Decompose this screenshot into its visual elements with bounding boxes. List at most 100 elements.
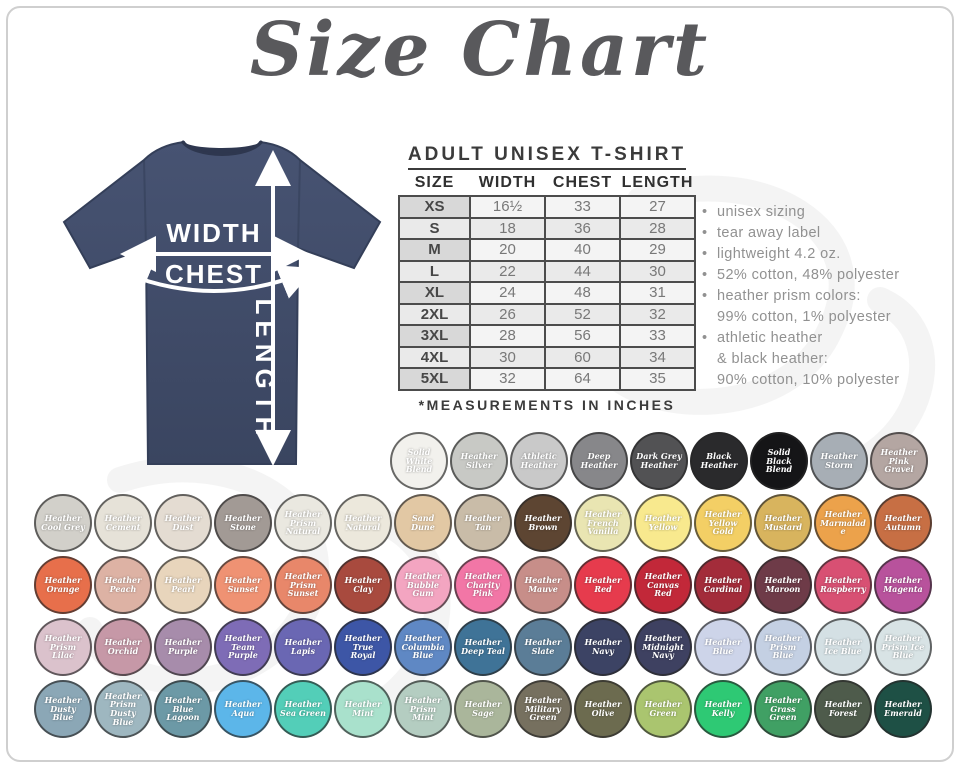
color-swatch-heather-true-royal: Heather True Royal [334,618,392,676]
size-row-5xl: 5XL 32 64 35 [397,367,696,391]
page-title: Size Chart [249,7,711,93]
bullet-item: • tear away label [702,223,944,244]
swatch-label: Solid Black Blend [765,447,793,475]
bullet-text: athletic heather [717,330,823,347]
swatch-label: Heather Prism Dusty Blue [104,690,142,727]
bullet-text: tear away label [717,225,821,242]
swatch-label: Deep Heather [580,451,618,470]
swatch-label: Black Heather [700,451,738,470]
color-swatch-heather-silver: Heather Silver [450,432,508,490]
swatch-label: Heather Olive [584,699,622,718]
measurement-cell: 33 [544,195,621,219]
swatch-label: Heather Storm [820,451,858,470]
swatch-label: Heather Bubble Gum [404,571,442,599]
swatch-label: Heather Prism Natural [284,509,322,537]
swatch-label: Heather Slate [524,637,562,656]
column-header-chest: CHEST [552,174,613,191]
tshirt-collar [184,142,260,154]
swatch-row-2: Heather Cool Grey Heather Cement Heather D… [34,494,934,552]
bullet-dot: • [702,267,708,284]
color-swatch-heather-prism-ice-blue: Heather Prism Ice Blue [874,618,932,676]
color-swatch-heather-aqua: Heather Aqua [214,680,272,738]
color-swatch-solid-black-blend: Solid Black Blend [750,432,808,490]
measurement-cell: 30 [469,345,547,369]
color-swatch-heather-mauve: Heather Mauve [514,556,572,614]
swatch-label: Heather Natural [344,513,382,532]
color-swatch-heather-charity-pink: Heather Charity Pink [454,556,512,614]
bullet-item: • 52% cotton, 48% polyester [702,265,944,286]
swatch-label: Heather Peach [104,575,142,594]
color-swatch-heather-prism-natural: Heather Prism Natural [274,494,332,552]
bullet-continuation: 90% cotton, 10% polyester [702,370,944,391]
color-swatch-heather-french-vanilla: Heather French Vanilla [574,494,632,552]
bullet-text: 90% cotton, 10% polyester [717,372,900,389]
size-cell: 5XL [397,367,472,391]
swatch-label: Heather Orchid [104,637,142,656]
color-swatch-heather-mustard: Heather Mustard [754,494,812,552]
color-swatch-heather-prism-mint: Heather Prism Mint [394,680,452,738]
swatch-row-1: Solid White Blend Heather Silver Athletic … [34,432,934,490]
color-swatch-heather-dusty-blue: Heather Dusty Blue [34,680,92,738]
bullet-item: • unisex sizing [702,202,944,223]
swatch-label: Heather Green [644,699,682,718]
color-swatch-heather-bubble-gum: Heather Bubble Gum [394,556,452,614]
measurement-cell: 33 [619,324,696,348]
length-label: LENGTH [250,299,280,442]
swatch-label: Heather Prism Lilac [44,633,82,661]
swatch-label: Heather Ice Blue [824,637,862,656]
size-cell: 3XL [397,324,472,348]
swatch-label: Heather Emerald [884,699,922,718]
size-row-4xl: 4XL 30 60 34 [397,345,696,369]
color-swatch-heather-maroon: Heather Maroon [754,556,812,614]
bullet-dot: • [702,330,708,347]
color-swatch-heather-mint: Heather Mint [334,680,392,738]
color-swatch-heather-prism-dusty-blue: Heather Prism Dusty Blue [94,680,152,738]
color-swatch-heather-cement: Heather Cement [94,494,152,552]
swatch-label: Heather Raspberry [820,575,866,594]
swatch-label: Heather Magenta [883,575,923,594]
swatch-label: Heather Charity Pink [464,571,502,599]
swatch-label: Heather Forest [824,699,862,718]
size-cell: S [397,216,472,240]
size-cell: 4XL [397,345,472,369]
size-cell: XL [397,281,472,305]
color-swatch-heather-storm: Heather Storm [810,432,868,490]
color-swatch-grid: Solid White Blend Heather Silver Athletic … [34,432,934,738]
swatch-label: Heather Lapis [284,637,322,656]
swatch-label: Heather Pink Gravel [880,447,918,475]
bullet-text: & black heather: [717,351,829,368]
color-swatch-heather-red: Heather Red [574,556,632,614]
color-swatch-black-heather: Black Heather [690,432,748,490]
swatch-label: Heather Team Purple [224,633,262,661]
swatch-label: Heather Cardinal [703,575,743,594]
product-details-list: • unisex sizing • tear away label • lightweig… [702,202,944,391]
swatch-row-5: Heather Dusty Blue Heather Prism Dusty Bl… [34,680,934,738]
measurement-cell: 28 [619,216,696,240]
color-swatch-heather-sea-green: Heather Sea Green [274,680,332,738]
swatch-label: Heather Autumn [884,513,922,532]
swatch-label: Heather Prism Mint [404,695,442,723]
color-swatch-heather-blue: Heather Blue [694,618,752,676]
measurement-cell: 36 [544,216,621,240]
measurement-cell: 40 [544,238,621,262]
color-swatch-dark-grey-heather: Dark Grey Heather [630,432,688,490]
color-swatch-heather-forest: Heather Forest [814,680,872,738]
swatch-label: Heather Maroon [764,575,802,594]
swatch-label: Heather Sea Green [280,699,326,718]
bullet-text: unisex sizing [717,204,806,220]
color-swatch-heather-prism-lilac: Heather Prism Lilac [34,618,92,676]
swatch-label: Heather Mint [344,699,382,718]
color-swatch-heather-team-purple: Heather Team Purple [214,618,272,676]
swatch-label: Heather Sunset [224,575,262,594]
color-swatch-heather-prism-sunset: Heather Prism Sunset [274,556,332,614]
color-swatch-heather-prism-blue: Heather Prism Blue [754,618,812,676]
measurement-cell: 56 [544,324,621,348]
color-swatch-heather-peach: Heather Peach [94,556,152,614]
bullet-continuation: 99% cotton, 1% polyester [702,307,944,328]
swatch-label: Heather Blue [704,637,742,656]
swatch-label: Heather Deep Teal [461,637,505,656]
measurement-cell: 32 [469,367,547,391]
color-swatch-heather-yellow: Heather Yellow [634,494,692,552]
size-table-header-row: SIZE WIDTH CHEST LENGTH [399,173,695,196]
measurement-cell: 64 [544,367,621,391]
